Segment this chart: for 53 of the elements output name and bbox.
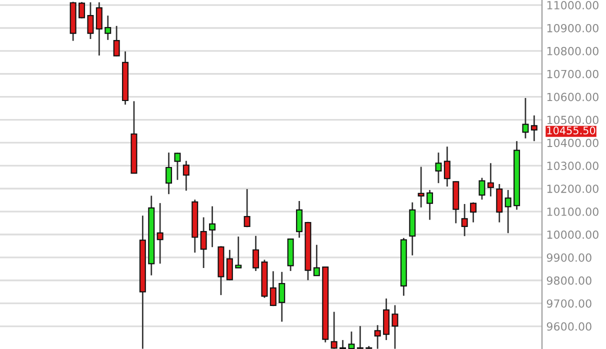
candlestick: [392, 304, 398, 349]
candlestick: [470, 202, 477, 224]
candlestick: [113, 25, 120, 57]
candlestick: [200, 216, 207, 269]
candlestick: [435, 152, 442, 184]
candlestick: [278, 271, 286, 322]
candlestick: [78, 1, 86, 20]
y-tick-label: 9900.00: [546, 253, 592, 262]
candlestick: [330, 311, 338, 349]
y-tick-label: 10300.00: [547, 162, 598, 170]
candlestick: [461, 203, 468, 237]
y-tick-label: 9800.00: [546, 276, 592, 285]
y-tick-label: 10700.00: [547, 70, 598, 78]
candlestick: [182, 160, 190, 192]
candlestick: [270, 270, 276, 307]
y-tick-label: 10900.00: [547, 24, 598, 32]
y-tick-label: 10400.00: [547, 138, 598, 148]
candlestick: [166, 152, 172, 195]
candlestick: [96, 2, 102, 56]
candlestick: [244, 188, 250, 228]
y-tick-label: 10200.00: [547, 184, 598, 193]
candlestick: [252, 235, 260, 272]
y-tick-label: 10800.00: [547, 46, 598, 56]
candlestick: [418, 166, 424, 208]
candlestick: [209, 206, 216, 248]
y-tick-label: 11000.00: [547, 1, 598, 10]
candlestick: [156, 202, 164, 264]
candlestick: [487, 162, 494, 198]
candlestick: [174, 152, 181, 181]
candlestick: [296, 200, 303, 238]
candlestick: [478, 177, 486, 200]
candlestick: [426, 189, 434, 221]
candlestick: [530, 114, 538, 142]
candlestick: [374, 324, 381, 349]
candlestick: [444, 146, 450, 188]
y-tick-label: 10100.00: [547, 208, 598, 216]
candlestick: [496, 183, 503, 224]
y-tick-label: 10000.00: [547, 230, 598, 239]
candlestick: [504, 189, 512, 234]
candlestick: [226, 249, 233, 281]
candlestick: [340, 339, 346, 349]
candlestick: [356, 325, 364, 349]
candlestick: [313, 244, 320, 276]
candlestick: [104, 14, 112, 41]
y-tick-label: 10500.00: [547, 116, 598, 124]
y-tick-label: 10600.00: [547, 92, 598, 102]
candlestick: [348, 330, 355, 349]
candlestick: [87, 2, 94, 40]
candlestick: [522, 97, 529, 140]
y-tick-label: 9600.00: [546, 322, 592, 331]
candlestick: [235, 236, 242, 268]
y-tick-label: 9700.00: [546, 299, 592, 308]
text: 10455.50: [547, 126, 596, 134]
